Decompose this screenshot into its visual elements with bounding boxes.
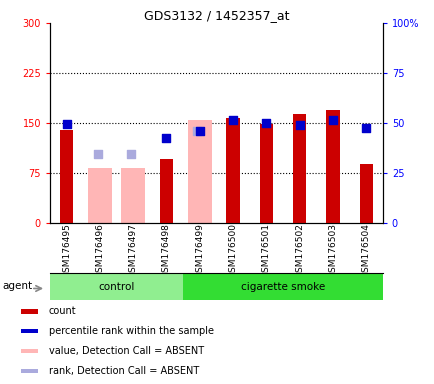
Text: agent: agent xyxy=(3,281,33,291)
Text: GSM176500: GSM176500 xyxy=(228,223,237,278)
Point xyxy=(163,134,170,141)
Text: cigarette smoke: cigarette smoke xyxy=(240,282,324,292)
Point xyxy=(63,121,70,127)
Point xyxy=(362,125,369,131)
Bar xyxy=(187,119,211,223)
Point xyxy=(196,128,203,134)
Point xyxy=(262,120,269,126)
Point xyxy=(194,128,201,134)
Text: GSM176496: GSM176496 xyxy=(95,223,104,278)
Bar xyxy=(21,349,38,353)
Title: GDS3132 / 1452357_at: GDS3132 / 1452357_at xyxy=(143,9,289,22)
Point xyxy=(127,151,134,157)
Text: GSM176502: GSM176502 xyxy=(294,223,303,278)
FancyBboxPatch shape xyxy=(50,274,183,300)
Bar xyxy=(292,114,306,223)
Bar xyxy=(326,109,339,223)
FancyBboxPatch shape xyxy=(183,274,382,300)
Bar xyxy=(159,159,173,223)
Text: GSM176497: GSM176497 xyxy=(128,223,138,278)
Point xyxy=(329,116,335,122)
Text: GSM176504: GSM176504 xyxy=(361,223,370,278)
Text: rank, Detection Call = ABSENT: rank, Detection Call = ABSENT xyxy=(49,366,198,376)
Point xyxy=(229,116,236,122)
Bar xyxy=(21,309,38,314)
Text: percentile rank within the sample: percentile rank within the sample xyxy=(49,326,213,336)
Bar xyxy=(21,369,38,373)
Bar xyxy=(358,164,372,223)
Bar xyxy=(226,118,239,223)
Text: GSM176498: GSM176498 xyxy=(161,223,171,278)
Bar xyxy=(259,124,273,223)
Text: value, Detection Call = ABSENT: value, Detection Call = ABSENT xyxy=(49,346,203,356)
Text: GSM176495: GSM176495 xyxy=(62,223,71,278)
Point xyxy=(94,151,101,157)
Text: control: control xyxy=(98,282,135,292)
Bar xyxy=(21,329,38,333)
Text: GSM176503: GSM176503 xyxy=(328,223,337,278)
Text: count: count xyxy=(49,306,76,316)
Text: GSM176501: GSM176501 xyxy=(261,223,270,278)
Bar xyxy=(121,168,145,223)
Text: GSM176499: GSM176499 xyxy=(195,223,204,278)
Point xyxy=(296,122,302,128)
Bar xyxy=(60,129,73,223)
Bar xyxy=(88,168,112,223)
